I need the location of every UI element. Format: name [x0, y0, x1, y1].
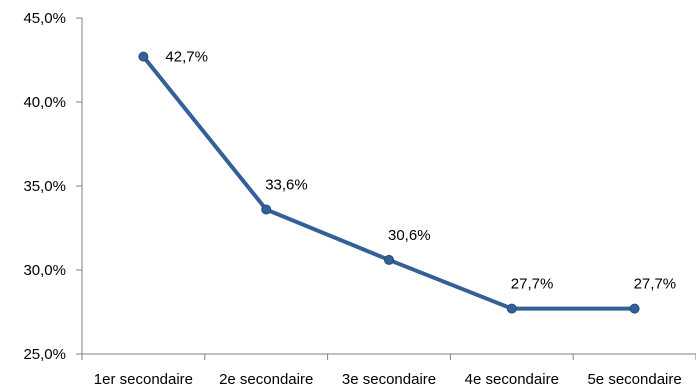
x-tick-label: 5e secondaire: [587, 371, 681, 387]
x-tick-label: 1er secondaire: [94, 371, 193, 387]
y-tick-label: 35,0%: [23, 178, 66, 195]
x-axis: 1er secondaire 2e secondaire 3e secondaire…: [81, 353, 696, 387]
data-label: 33,6%: [265, 177, 308, 194]
data-label: 27,7%: [634, 276, 677, 293]
data-point: [384, 254, 394, 265]
y-tick-label: 25,0%: [23, 346, 66, 363]
x-tick-label: 2e secondaire: [219, 371, 313, 387]
data-label: 27,7%: [511, 276, 554, 293]
data-point: [506, 303, 517, 314]
y-tick-label: 40,0%: [23, 94, 66, 111]
x-tick-label: 4e secondaire: [465, 371, 559, 387]
data-point: [629, 303, 640, 314]
y-tick-label: 30,0%: [23, 262, 66, 279]
data-point: [261, 204, 272, 215]
x-tick-label: 3e secondaire: [342, 371, 436, 387]
data-labels-group: 42,7% 33,6% 30,6% 27,7% 27,7%: [165, 49, 676, 293]
data-label: 30,6%: [388, 227, 431, 244]
series-line: [141, 54, 637, 311]
y-axis: 25,0% 30,0% 35,0% 40,0% 45,0%: [23, 10, 83, 363]
y-tick-label: 45,0%: [23, 10, 66, 27]
data-label: 42,7%: [165, 49, 208, 66]
series-group: [138, 51, 640, 314]
data-point: [138, 51, 149, 62]
